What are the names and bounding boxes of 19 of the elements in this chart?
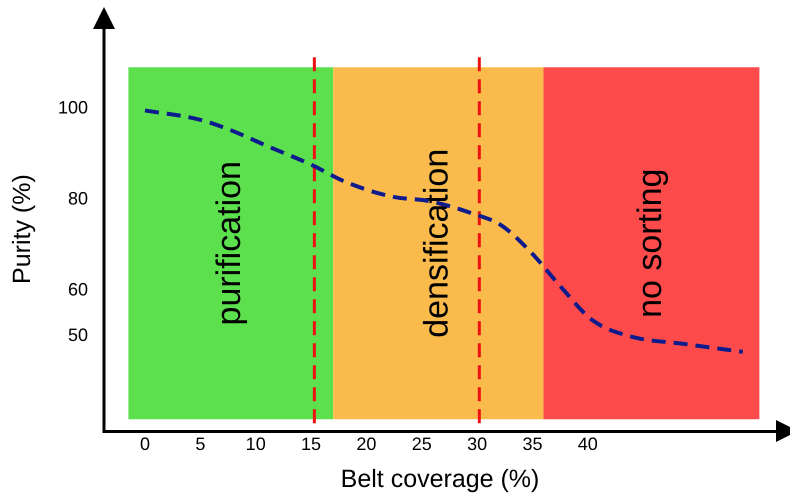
x-tick-label: 10 — [246, 434, 266, 454]
x-tick-label: 0 — [140, 434, 150, 454]
line-series — [142, 108, 745, 354]
y-tick-label: 80 — [68, 188, 88, 209]
x-tick-label: 20 — [356, 434, 376, 454]
y-tick-label: 50 — [68, 324, 88, 345]
x-tick-label: 5 — [195, 434, 206, 454]
band-label: densification — [418, 148, 456, 338]
x-tick-label: 15 — [301, 434, 322, 454]
y-tick-label: 60 — [68, 279, 88, 300]
band-label: purification — [210, 161, 248, 326]
x-tick-label: 35 — [522, 434, 542, 454]
x-axis-title: Belt coverage (%) — [340, 464, 540, 493]
x-tick-label: 40 — [578, 434, 598, 454]
band-label: no sorting — [630, 168, 669, 318]
x-tick-label: 30 — [467, 434, 488, 454]
y-axis-title: Purity (%) — [8, 174, 36, 284]
x-tick-label: 25 — [412, 434, 432, 454]
y-tick-label: 100 — [58, 98, 88, 118]
